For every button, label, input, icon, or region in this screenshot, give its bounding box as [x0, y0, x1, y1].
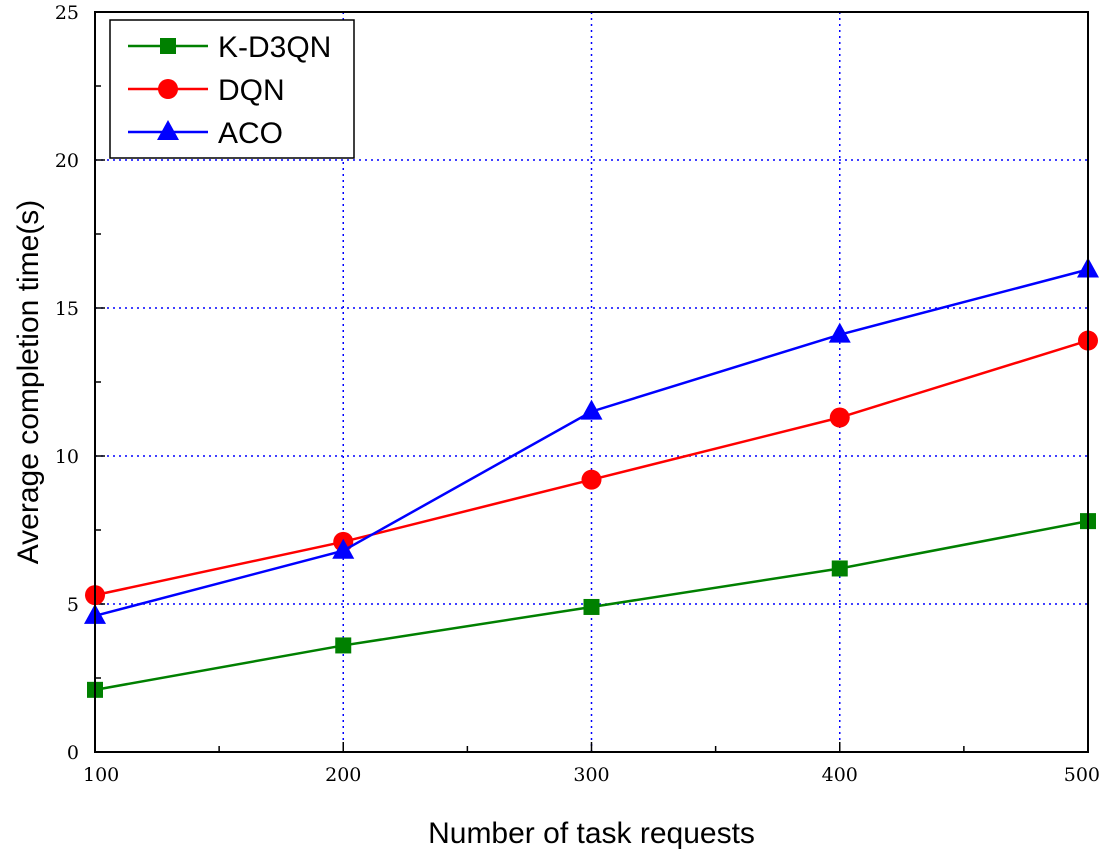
data-point-aco	[580, 399, 603, 420]
y-axis-title: Average completion time(s)	[12, 200, 45, 565]
x-tick-label: 400	[822, 764, 858, 786]
data-series	[84, 257, 1099, 698]
legend-label-k-d3qn: K-D3QN	[218, 31, 331, 64]
x-tick-label: 500	[1064, 764, 1100, 786]
data-point-k-d3qn	[583, 598, 600, 615]
y-tick-label: 15	[55, 298, 79, 320]
legend-label-dqn: DQN	[218, 74, 285, 107]
y-tick-label: 25	[55, 2, 79, 24]
legend-label-aco: ACO	[218, 117, 283, 150]
legend: K-D3QN DQN ACO	[109, 19, 355, 159]
y-tick-label: 10	[55, 446, 79, 468]
data-point-k-d3qn	[831, 560, 848, 577]
legend-marker-dqn	[158, 79, 178, 99]
data-point-aco	[828, 322, 851, 343]
y-tick-label: 20	[55, 150, 79, 172]
x-tick-label: 300	[573, 764, 609, 786]
data-point-k-d3qn	[335, 637, 352, 654]
x-tick-label: 200	[325, 764, 361, 786]
x-tick-label: 100	[83, 764, 119, 786]
plot-area-frame	[94, 11, 1089, 753]
x-axis-title: Number of task requests	[428, 817, 755, 850]
legend-marker-k-d3qn	[160, 38, 176, 54]
y-tick-label: 5	[67, 594, 79, 616]
legend-marker-aco	[157, 120, 179, 140]
data-point-dqn	[829, 407, 850, 428]
y-tick-label: 0	[67, 742, 79, 764]
data-point-dqn	[581, 469, 602, 490]
data-point-aco	[332, 538, 355, 559]
tick-labels: 100 200 300 400 500 0 5 10 15 20 25	[55, 2, 1100, 786]
